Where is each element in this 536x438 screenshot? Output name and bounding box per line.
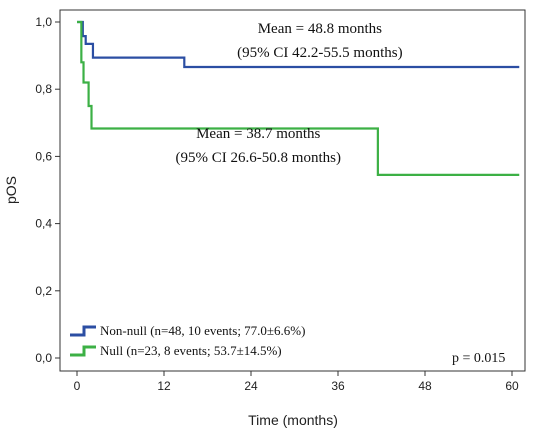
legend-label-null: Null (n=23, 8 events; 53.7±14.5%) [100,343,282,358]
x-tick-label: 0 [74,379,81,393]
y-tick-label: 1,0 [35,15,52,29]
y-tick-label: 0,4 [35,217,52,231]
x-axis-title: Time (months) [248,412,338,428]
annotations: Mean = 48.8 months (95% CI 42.2-55.5 mont… [176,21,403,166]
annotation-ci-2: (95% CI 26.6-50.8 months) [176,150,341,166]
annotation-mean-2: Mean = 38.7 months [196,126,320,142]
x-tick-label: 24 [244,379,258,393]
y-axis-title: pOS [3,176,19,204]
x-axis-ticks: 0 12 24 36 48 60 [74,371,519,393]
plot-frame [59,9,526,372]
y-tick-label: 0,0 [35,351,52,365]
series-line-non-null [77,20,520,69]
p-value-text: p = 0.015 [452,351,505,366]
x-tick-label: 48 [418,379,432,393]
y-tick-label: 0,2 [35,284,52,298]
series-line-null [77,20,520,176]
series-layer [77,20,520,176]
x-tick-label: 12 [157,379,171,393]
legend: Non-null (n=48, 10 events; 77.0±6.6%) Nul… [70,323,305,358]
x-tick-label: 36 [331,379,345,393]
annotation-ci-1: (95% CI 42.2-55.5 months) [237,45,402,61]
y-tick-label: 0,8 [35,82,52,96]
y-tick-label: 0,6 [35,149,52,163]
legend-swatch-null [70,345,96,357]
annotation-mean-1: Mean = 48.8 months [258,21,382,37]
legend-label-non-null: Non-null (n=48, 10 events; 77.0±6.6%) [100,323,305,338]
legend-swatch-non-null [70,325,96,337]
y-axis-ticks: 0,0 0,2 0,4 0,6 0,8 1,0 [35,15,60,365]
x-tick-label: 60 [505,379,519,393]
